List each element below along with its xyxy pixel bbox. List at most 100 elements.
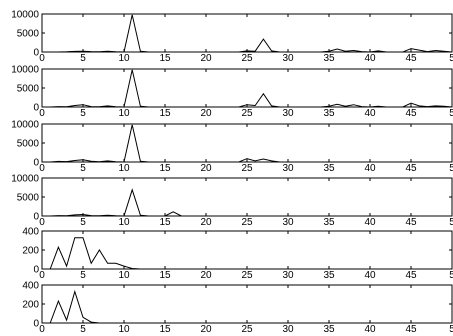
x-tick-label: 25 <box>241 324 253 335</box>
x-tick-label: 40 <box>364 324 376 335</box>
x-tick-label: 30 <box>282 53 294 64</box>
x-tick-label: 30 <box>282 108 294 119</box>
x-tick-label: 35 <box>323 217 335 228</box>
x-tick-label: 0 <box>39 270 45 281</box>
x-tick-label: 35 <box>323 270 335 281</box>
y-tick-label: 0 <box>33 265 39 276</box>
x-tick-label: 5 <box>80 270 86 281</box>
series-line <box>42 237 452 270</box>
y-tick-label: 0 <box>33 212 39 223</box>
y-tick-label: 200 <box>22 246 39 257</box>
y-tick-label: 0 <box>33 48 39 59</box>
series-line <box>42 289 452 324</box>
x-tick-label: 5 <box>449 163 453 174</box>
x-tick-label: 45 <box>405 108 417 119</box>
x-tick-label: 0 <box>39 108 45 119</box>
x-tick-label: 10 <box>118 108 130 119</box>
x-tick-label: 20 <box>200 324 212 335</box>
series-line <box>42 124 452 163</box>
axes-box <box>41 68 453 108</box>
x-tick-label: 40 <box>364 270 376 281</box>
x-tick-label: 5 <box>449 270 453 281</box>
x-tick-label: 25 <box>241 217 253 228</box>
x-tick-label: 5 <box>80 217 86 228</box>
x-tick-label: 0 <box>39 53 45 64</box>
x-tick-label: 30 <box>282 270 294 281</box>
y-tick-label: 10000 <box>11 174 39 185</box>
y-tick-label: 0 <box>33 319 39 330</box>
y-tick-label: 5000 <box>17 29 40 40</box>
x-tick-label: 5 <box>80 324 86 335</box>
x-tick-label: 35 <box>323 324 335 335</box>
y-tick-label: 10000 <box>11 10 39 21</box>
y-tick-label: 10000 <box>11 120 39 131</box>
x-tick-label: 5 <box>80 53 86 64</box>
x-tick-label: 25 <box>241 53 253 64</box>
x-tick-label: 20 <box>200 270 212 281</box>
series-line <box>42 14 453 53</box>
x-tick-label: 0 <box>39 324 45 335</box>
y-tick-label: 0 <box>33 103 39 114</box>
x-tick-label: 10 <box>118 163 130 174</box>
x-tick-label: 35 <box>323 108 335 119</box>
x-tick-label: 40 <box>364 163 376 174</box>
x-tick-label: 40 <box>364 217 376 228</box>
axes-box <box>41 177 453 217</box>
x-tick-label: 5 <box>449 108 453 119</box>
axes-box <box>41 230 453 270</box>
x-tick-label: 20 <box>200 217 212 228</box>
y-tick-label: 400 <box>22 281 39 292</box>
x-tick-label: 10 <box>118 324 130 335</box>
x-tick-label: 5 <box>449 217 453 228</box>
x-tick-label: 25 <box>241 108 253 119</box>
x-tick-label: 15 <box>159 324 171 335</box>
x-tick-label: 30 <box>282 324 294 335</box>
axes-box <box>41 284 453 324</box>
y-tick-label: 200 <box>22 300 39 311</box>
x-tick-label: 5 <box>80 163 86 174</box>
x-tick-label: 40 <box>364 108 376 119</box>
x-tick-label: 10 <box>118 53 130 64</box>
x-tick-label: 35 <box>323 163 335 174</box>
x-tick-label: 45 <box>405 53 417 64</box>
axes-box <box>41 13 453 53</box>
x-tick-label: 45 <box>405 163 417 174</box>
x-tick-label: 25 <box>241 270 253 281</box>
x-tick-label: 5 <box>449 53 453 64</box>
x-tick-label: 45 <box>405 270 417 281</box>
x-tick-label: 35 <box>323 53 335 64</box>
x-tick-label: 45 <box>405 324 417 335</box>
x-tick-label: 30 <box>282 163 294 174</box>
y-tick-label: 400 <box>22 227 39 238</box>
x-tick-label: 10 <box>118 217 130 228</box>
x-tick-label: 15 <box>159 108 171 119</box>
y-tick-label: 10000 <box>11 65 39 76</box>
y-tick-label: 0 <box>33 158 39 169</box>
axes-box <box>41 123 453 163</box>
x-tick-label: 5 <box>449 324 453 335</box>
x-tick-label: 20 <box>200 163 212 174</box>
x-tick-label: 15 <box>159 270 171 281</box>
x-tick-label: 45 <box>405 217 417 228</box>
x-tick-label: 30 <box>282 217 294 228</box>
x-tick-label: 15 <box>159 163 171 174</box>
x-tick-label: 20 <box>200 108 212 119</box>
x-tick-label: 0 <box>39 217 45 228</box>
x-tick-label: 0 <box>39 163 45 174</box>
series-line <box>42 188 452 217</box>
x-tick-label: 5 <box>80 108 86 119</box>
y-tick-label: 5000 <box>17 139 40 150</box>
y-tick-label: 5000 <box>17 193 40 204</box>
x-tick-label: 40 <box>364 53 376 64</box>
x-tick-label: 15 <box>159 53 171 64</box>
series-line <box>42 69 453 108</box>
x-tick-label: 25 <box>241 163 253 174</box>
x-tick-label: 10 <box>118 270 130 281</box>
